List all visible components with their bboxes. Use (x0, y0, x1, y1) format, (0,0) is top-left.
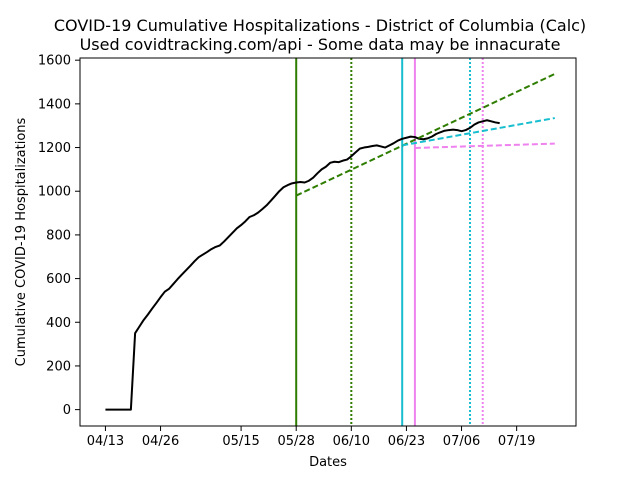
x-tick-label: 06/23 (388, 434, 425, 449)
axes-frame (79, 57, 577, 427)
y-tick-label: 0 (63, 403, 71, 418)
y-tick-label: 200 (46, 359, 71, 374)
y-tick-label: 600 (46, 272, 71, 287)
y-axis-label: Cumulative COVID-19 Hospitalizations (14, 117, 29, 366)
y-axis-ticks: 0 200 400 600 800 1000 1200 1400 1600 (38, 54, 80, 418)
x-tick-label: 04/13 (87, 434, 124, 449)
x-tick-label: 05/15 (222, 434, 259, 449)
x-axis-label: Dates (309, 455, 347, 470)
y-tick-label: 1400 (38, 97, 71, 112)
x-tick-label: 06/10 (333, 434, 370, 449)
chart-subtitle: Used covidtracking.com/api - Some data m… (79, 35, 561, 54)
series-projection-line-2 (402, 117, 555, 147)
chart-title: COVID-19 Cumulative Hospitalizations - D… (53, 16, 587, 35)
x-tick-label: 07/19 (498, 434, 535, 449)
y-tick-label: 1200 (38, 141, 71, 156)
y-tick-label: 1600 (38, 54, 71, 69)
series-projection-line-3 (414, 142, 555, 149)
x-tick-label: 04/26 (142, 434, 179, 449)
series-actual-line (105, 119, 500, 411)
x-axis-ticks: 04/13 04/26 05/15 05/28 06/10 06/23 07/06 07/19 (87, 426, 535, 449)
y-tick-label: 800 (46, 228, 71, 243)
x-tick-label: 05/28 (277, 434, 314, 449)
series-projection-line-1 (295, 73, 556, 197)
y-tick-label: 400 (46, 316, 71, 331)
y-tick-label: 1000 (38, 185, 71, 200)
series-group (105, 73, 556, 411)
x-tick-label: 07/06 (443, 434, 480, 449)
vertical-markers (295, 58, 484, 426)
